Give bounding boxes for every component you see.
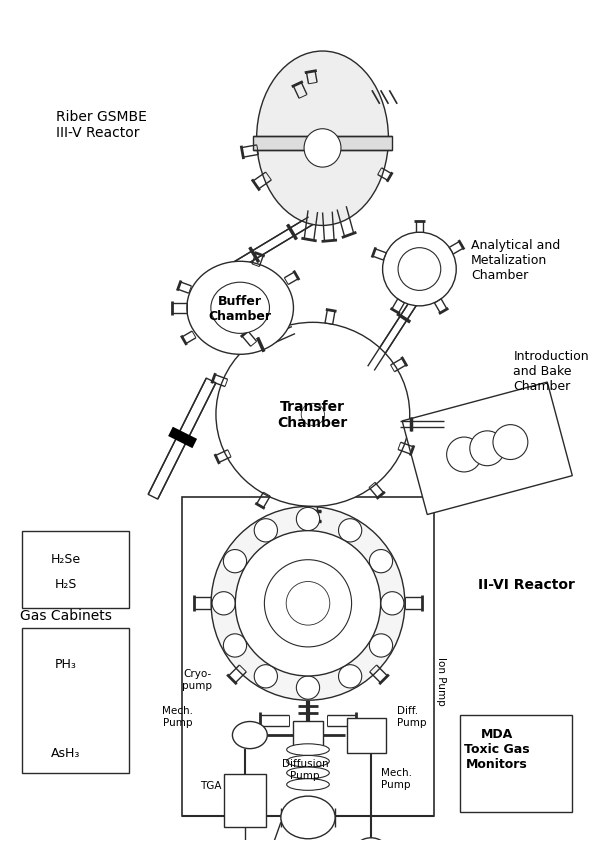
- Bar: [182, 497, 434, 816]
- Ellipse shape: [287, 779, 329, 791]
- Text: H₂S: H₂S: [55, 577, 77, 591]
- Bar: [460, 715, 571, 812]
- Ellipse shape: [225, 849, 264, 853]
- Ellipse shape: [382, 233, 456, 306]
- Text: Analytical and
Metalization
Chamber: Analytical and Metalization Chamber: [471, 239, 560, 281]
- Ellipse shape: [301, 403, 324, 426]
- Text: II-VI Reactor: II-VI Reactor: [478, 577, 574, 591]
- Ellipse shape: [356, 838, 387, 853]
- Text: Mech.
Pump: Mech. Pump: [162, 705, 193, 727]
- Polygon shape: [168, 427, 197, 449]
- Text: PH₃: PH₃: [55, 657, 77, 670]
- Ellipse shape: [256, 52, 388, 226]
- Circle shape: [381, 592, 404, 615]
- Text: TGA: TGA: [201, 780, 222, 791]
- Circle shape: [264, 560, 351, 647]
- Polygon shape: [400, 421, 444, 428]
- Circle shape: [254, 664, 278, 688]
- Text: Cryo-
pump: Cryo- pump: [182, 668, 212, 690]
- Circle shape: [370, 634, 393, 658]
- Circle shape: [235, 531, 381, 676]
- Bar: [402, 383, 572, 515]
- Circle shape: [339, 519, 362, 543]
- Ellipse shape: [398, 248, 441, 291]
- Circle shape: [254, 519, 278, 543]
- Text: Gas Cabinets: Gas Cabinets: [20, 608, 112, 622]
- Ellipse shape: [187, 262, 293, 355]
- Text: Diff.
Pump: Diff. Pump: [397, 705, 427, 727]
- Bar: [22, 531, 128, 608]
- Text: H₂Se: H₂Se: [51, 553, 81, 566]
- Circle shape: [470, 432, 505, 467]
- Circle shape: [211, 507, 405, 700]
- Circle shape: [212, 592, 235, 615]
- Text: Transfer
Chamber: Transfer Chamber: [278, 400, 348, 430]
- Text: AsH₃: AsH₃: [51, 746, 81, 759]
- Polygon shape: [309, 507, 317, 526]
- Text: Ion Pump: Ion Pump: [436, 657, 446, 705]
- Circle shape: [224, 634, 247, 658]
- Polygon shape: [233, 218, 313, 270]
- Text: Introduction
and Bake
Chamber: Introduction and Bake Chamber: [513, 350, 589, 393]
- Ellipse shape: [287, 744, 329, 756]
- Circle shape: [447, 438, 482, 473]
- Ellipse shape: [233, 722, 267, 749]
- Bar: [253, 137, 391, 151]
- Ellipse shape: [211, 283, 270, 334]
- Circle shape: [224, 550, 247, 573]
- Ellipse shape: [287, 756, 329, 767]
- Bar: [347, 718, 385, 752]
- Polygon shape: [248, 328, 295, 354]
- Text: Buffer
Chamber: Buffer Chamber: [208, 294, 271, 322]
- Text: MDA
Toxic Gas
Monitors: MDA Toxic Gas Monitors: [464, 728, 530, 770]
- Ellipse shape: [281, 796, 335, 838]
- Ellipse shape: [304, 130, 341, 168]
- Bar: [293, 721, 322, 750]
- Bar: [22, 628, 128, 773]
- Circle shape: [339, 664, 362, 688]
- Bar: [224, 774, 266, 827]
- Circle shape: [296, 676, 319, 699]
- Circle shape: [370, 550, 393, 573]
- Ellipse shape: [287, 767, 329, 779]
- Polygon shape: [368, 299, 418, 371]
- Text: Riber GSMBE
III-V Reactor: Riber GSMBE III-V Reactor: [56, 109, 147, 140]
- Polygon shape: [148, 379, 216, 500]
- Ellipse shape: [216, 323, 410, 507]
- Text: Mech.
Pump: Mech. Pump: [381, 767, 411, 788]
- Circle shape: [493, 425, 528, 460]
- Circle shape: [296, 508, 319, 531]
- Text: Diffusion
Pump: Diffusion Pump: [282, 758, 328, 780]
- Circle shape: [286, 582, 330, 625]
